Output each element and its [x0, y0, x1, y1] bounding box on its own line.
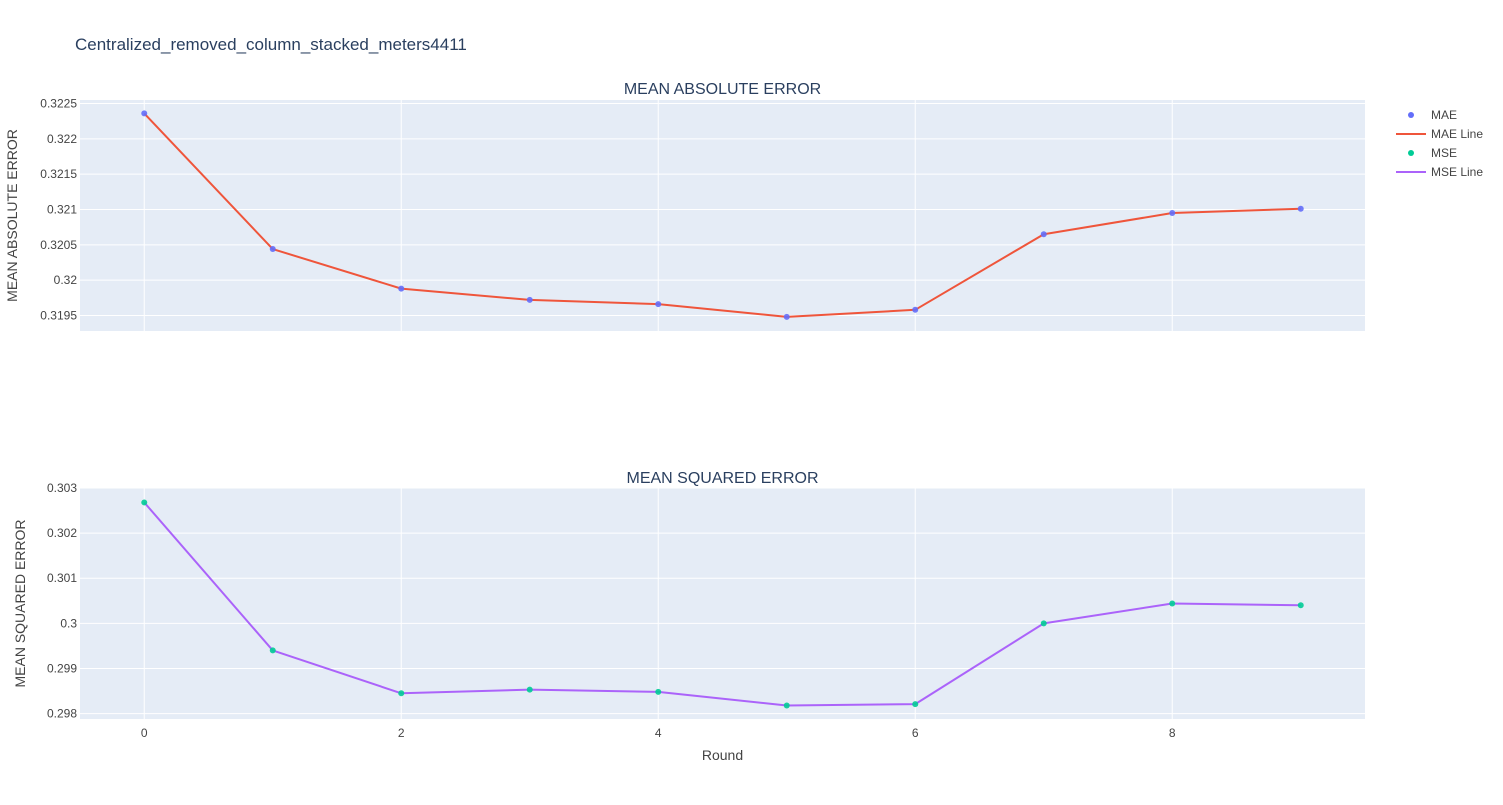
panel2-xtick-label: 4 — [655, 726, 662, 740]
panel2-xtick-label: 8 — [1169, 726, 1176, 740]
panel1-data-point-mae — [526, 296, 533, 303]
panel2-ytick-label: 0.3 — [60, 616, 77, 630]
panel1-ytick-label: 0.321 — [47, 202, 77, 216]
panel2-data-point-mse — [1297, 602, 1304, 609]
panel2-ylabel: MEAN SQUARED ERROR — [12, 519, 28, 687]
panel2-xtick-label: 2 — [398, 726, 405, 740]
panel1-ylabel: MEAN ABSOLUTE ERROR — [4, 129, 20, 302]
legend-swatch-mse[interactable] — [1408, 150, 1414, 156]
legend-label-mae[interactable]: MAE — [1431, 108, 1457, 122]
panel1-data-point-mae — [1169, 210, 1176, 217]
panel1-data-point-mae — [1040, 231, 1047, 238]
panel1-data-point-mae — [783, 313, 790, 320]
legend-label-mse-line[interactable]: MSE Line — [1431, 165, 1483, 179]
panel1-ytick-label: 0.3205 — [40, 238, 77, 252]
panel1-subplot-title: MEAN ABSOLUTE ERROR — [624, 81, 821, 98]
panel1-ytick-label: 0.3215 — [40, 167, 77, 181]
panel2-xtick-label: 6 — [912, 726, 919, 740]
panel2-ytick-label: 0.303 — [47, 481, 77, 495]
panel2-ytick-label: 0.302 — [47, 526, 77, 540]
panel2-data-point-mse — [1040, 620, 1047, 627]
panel2-subplot-title: MEAN SQUARED ERROR — [626, 470, 818, 487]
panel2-ytick-label: 0.301 — [47, 571, 77, 585]
panel1-data-point-mae — [912, 306, 919, 313]
panel1-ytick-label: 0.3225 — [40, 97, 77, 111]
panel2-data-point-mse — [783, 702, 790, 709]
panel2-data-point-mse — [655, 688, 662, 695]
panel2-plot-area — [80, 488, 1365, 719]
panel1-data-point-mae — [655, 301, 662, 308]
panel1-ytick-label: 0.32 — [54, 273, 78, 287]
legend-label-mae-line[interactable]: MAE Line — [1431, 127, 1483, 141]
panel1-series-line-mae-line — [143, 112, 1301, 318]
panel2-data-point-mse — [269, 647, 276, 654]
panel2-data-point-mse — [1169, 600, 1176, 607]
panel1-ytick-label: 0.3195 — [40, 308, 77, 322]
panel2-ytick-label: 0.299 — [47, 661, 77, 675]
panel1-data-point-mae — [398, 285, 405, 292]
chart-title: Centralized_removed_column_stacked_meter… — [75, 35, 467, 54]
panel2-xtick-label: 0 — [141, 726, 148, 740]
legend-swatch-mae[interactable] — [1408, 112, 1414, 118]
panel2-data-point-mse — [912, 701, 919, 708]
panel1-ytick-label: 0.322 — [47, 132, 77, 146]
panel2-series-line-mse-line — [143, 501, 1301, 707]
panel1-data-point-mae — [1297, 205, 1304, 212]
panel2-data-point-mse — [398, 690, 405, 697]
panel1-data-point-mae — [269, 246, 276, 253]
panel2-data-point-mse — [526, 686, 533, 693]
legend-label-mse[interactable]: MSE — [1431, 146, 1457, 160]
panel1-data-point-mae — [141, 110, 148, 117]
panel2-xlabel: Round — [702, 747, 743, 763]
panel2-ytick-label: 0.298 — [47, 707, 77, 721]
panel2-data-point-mse — [141, 499, 148, 506]
